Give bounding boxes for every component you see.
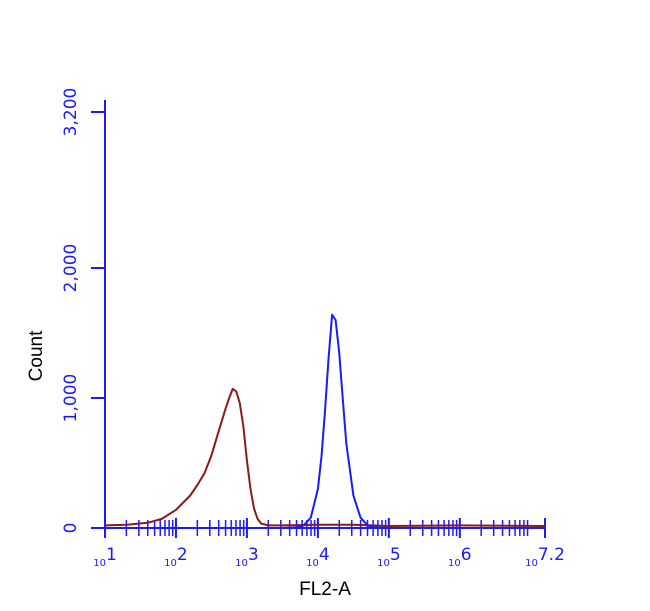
y-tick-label: 1,000 [61, 374, 81, 423]
x-tick-label: 105 [377, 545, 401, 569]
y-axis-label: Count [26, 330, 47, 381]
y-tick-label: 0 [61, 523, 81, 534]
y-axis-ticks: 0 1,000 2,000 3,200 [61, 88, 105, 534]
y-tick-label: 3,200 [61, 88, 81, 137]
series-line-2 [105, 313, 545, 529]
x-tick-label: 103 [235, 545, 259, 569]
x-tick-label: 107.2 [525, 545, 565, 569]
x-axis-label: FL2-A [299, 579, 351, 600]
plot-area [104, 313, 546, 529]
series-line-1 [104, 387, 546, 527]
x-tick-label: 102 [164, 545, 188, 569]
x-tick-label: 104 [306, 545, 330, 569]
x-tick-label: 106 [448, 545, 472, 569]
x-tick-label: 101 [93, 545, 117, 569]
y-tick-label: 2,000 [61, 244, 81, 293]
